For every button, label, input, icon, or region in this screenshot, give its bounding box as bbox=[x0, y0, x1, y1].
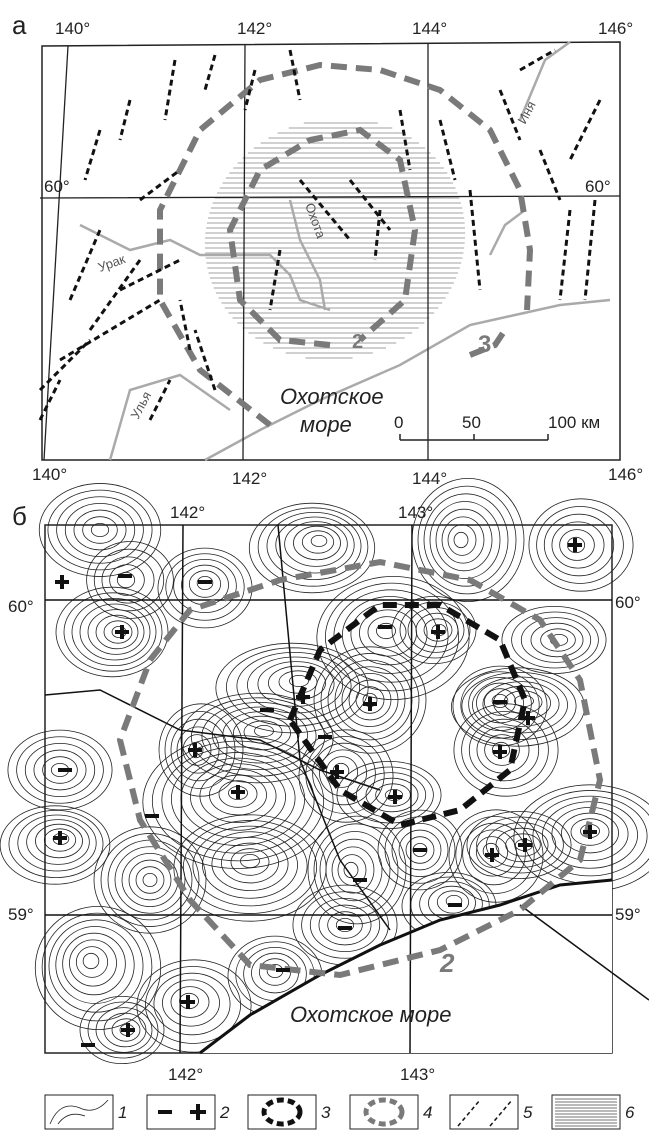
lon-label: 142° bbox=[170, 503, 205, 522]
lat-label: 59° bbox=[8, 905, 34, 924]
lat-label: 60° bbox=[44, 177, 70, 196]
legend-symbol bbox=[50, 1100, 108, 1124]
legend-number: 2 bbox=[219, 1103, 230, 1122]
lat-label: 60° bbox=[8, 597, 34, 616]
legend-number: 6 bbox=[625, 1103, 635, 1122]
legend-number: 1 bbox=[118, 1103, 127, 1122]
legend-symbol bbox=[366, 1100, 402, 1124]
zone-label: 2 bbox=[352, 331, 363, 353]
lon-label: 142° bbox=[237, 19, 272, 38]
lon-label: 143° bbox=[400, 1065, 435, 1084]
legend-box bbox=[552, 1095, 620, 1129]
sea-label: Охотское море bbox=[290, 1002, 451, 1027]
lon-label: 146° bbox=[598, 19, 633, 38]
lon-label: 142° bbox=[168, 1065, 203, 1084]
legend-symbol bbox=[158, 1104, 206, 1120]
scale-label: 100 км bbox=[548, 413, 600, 432]
lon-label: 142° bbox=[232, 469, 267, 488]
sea-label: Охотское bbox=[280, 384, 384, 409]
scale-label: 50 bbox=[462, 413, 481, 432]
legend-number: 5 bbox=[523, 1103, 533, 1122]
lon-label: 140° bbox=[55, 19, 90, 38]
zone-label: 3 bbox=[478, 331, 491, 358]
figure: а 140° 142° 144° 146° 140° 142° 144° 146… bbox=[0, 0, 649, 1137]
scale-label: 0 bbox=[394, 413, 403, 432]
panel-a: а 140° 142° 144° 146° 140° 142° 144° 146… bbox=[12, 10, 643, 488]
legend-number: 4 bbox=[423, 1103, 432, 1122]
panel-label: б bbox=[12, 501, 27, 531]
legend-symbol bbox=[555, 1099, 617, 1126]
zone-label: 2 bbox=[439, 948, 455, 978]
legend-box bbox=[45, 1095, 113, 1129]
lon-label: 143° bbox=[398, 503, 433, 522]
lon-label: 140° bbox=[32, 465, 67, 484]
lon-label: 144° bbox=[412, 19, 447, 38]
panel-label: а bbox=[12, 10, 27, 40]
lat-label: 60° bbox=[585, 177, 611, 196]
panel-b: б 142° 143° 142° 143° 60° 60° 59° 59° Ох… bbox=[0, 478, 649, 1084]
lat-label: 60° bbox=[615, 593, 641, 612]
legend: 1 2 3 4 5 6 bbox=[45, 1095, 635, 1129]
legend-number: 3 bbox=[321, 1103, 331, 1122]
sea-label: море bbox=[300, 412, 352, 437]
lat-label: 59° bbox=[615, 905, 641, 924]
legend-symbol bbox=[264, 1100, 300, 1124]
legend-symbol bbox=[458, 1100, 512, 1126]
lon-label: 146° bbox=[608, 465, 643, 484]
